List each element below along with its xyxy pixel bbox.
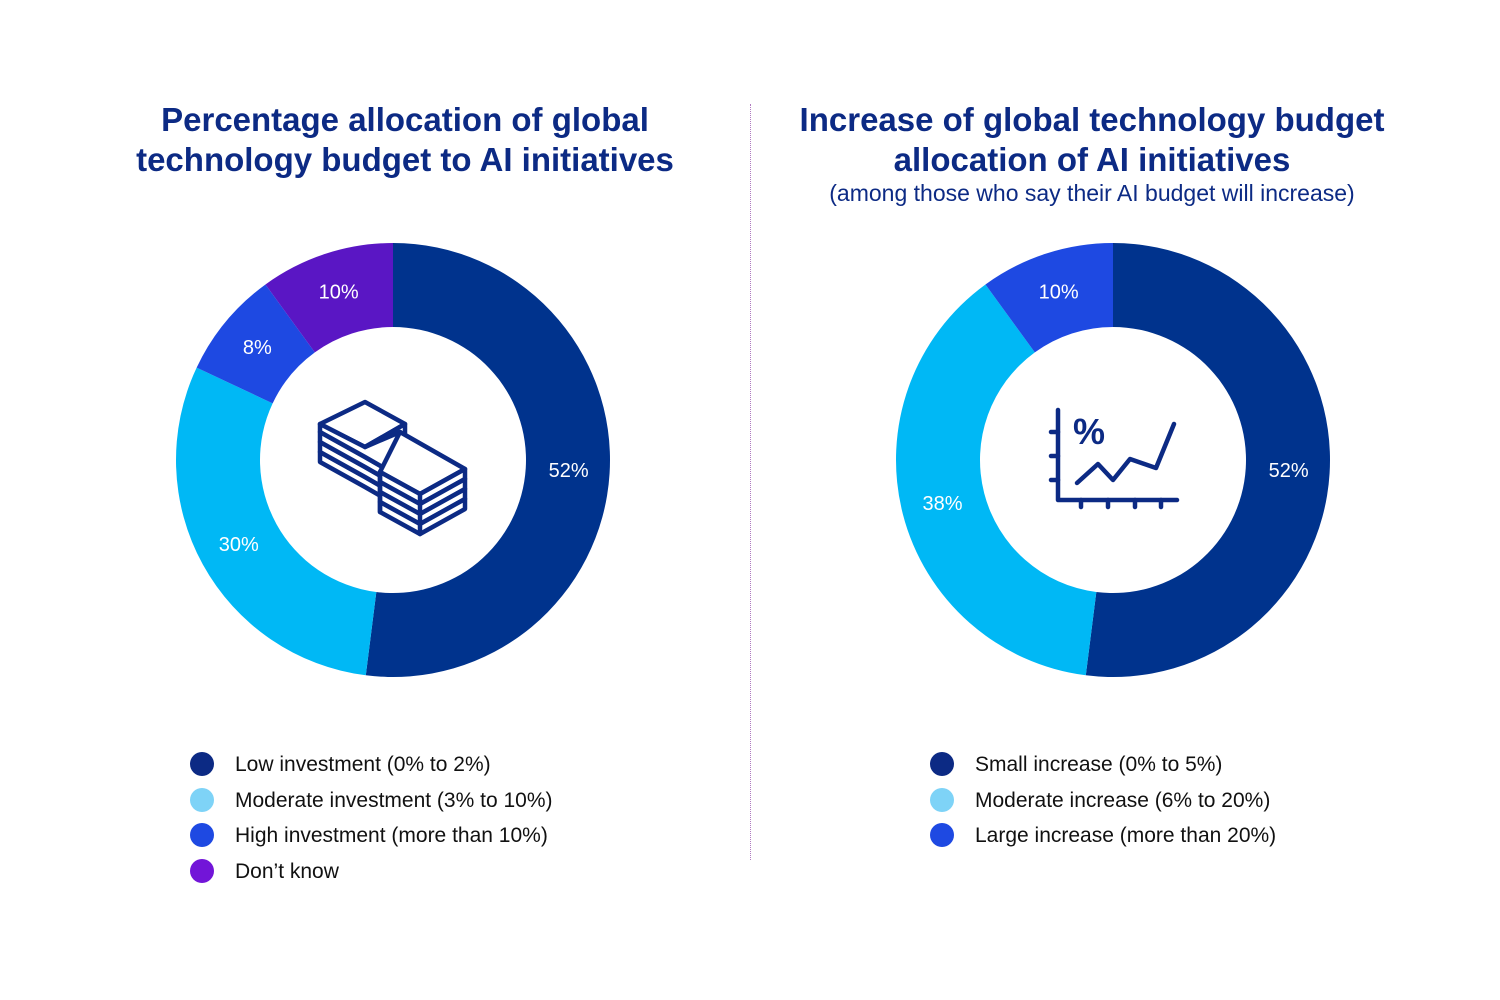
chart-1-title-line-2: technology budget to AI initiatives	[136, 141, 674, 178]
percentage-growth-chart-icon: %	[1048, 407, 1180, 510]
legend-label: Large increase (more than 20%)	[975, 824, 1277, 847]
legend-swatch	[190, 823, 214, 847]
legend-swatch	[930, 752, 954, 776]
legend-label: Don’t know	[235, 859, 339, 883]
donut-segment-label: 10%	[1039, 282, 1079, 304]
donut-segment	[1085, 243, 1330, 677]
legend-label: Low investment (0% to 2%)	[235, 753, 491, 776]
stack-of-cash-icon	[317, 399, 468, 537]
chart-2-donut: 52% 38% 10% %	[896, 243, 1330, 677]
donut-segment	[176, 367, 377, 676]
legend-swatch	[190, 858, 214, 883]
donut-segment-label: 30%	[219, 534, 259, 556]
chart-1-title: Percentage allocation of global technolo…	[80, 100, 730, 180]
donut-segment	[896, 284, 1097, 676]
legend-label: High investment (more than 10%)	[235, 824, 548, 847]
legend-label: Small increase (0% to 5%)	[975, 753, 1223, 776]
donut-segment-label: 52%	[1269, 460, 1309, 482]
legend-label: Moderate increase (6% to 20%)	[975, 788, 1271, 812]
legend-swatch	[190, 787, 214, 812]
donut-segment-label: 38%	[923, 493, 963, 515]
chart-divider	[750, 104, 751, 860]
donut-segment-label: 52%	[549, 460, 589, 482]
chart-2-subtitle: (among those who say their AI budget wil…	[829, 180, 1355, 206]
chart-1-title-line-1: Percentage allocation of global	[161, 101, 649, 138]
chart-2-title-line-1: Increase of global technology budget	[799, 101, 1385, 138]
chart-1-donut: 52% 30% 8% 10%	[176, 243, 610, 677]
donut-segment	[265, 243, 393, 353]
legend-swatch	[930, 787, 954, 812]
chart-2-title: Increase of global technology budget all…	[762, 100, 1422, 180]
legend-label: Moderate investment (3% to 10%)	[235, 788, 553, 812]
donut-segment	[985, 243, 1113, 353]
donut-segment	[365, 243, 610, 677]
chart-2-title-line-2: allocation of AI initiatives	[893, 141, 1291, 178]
legend-swatch	[190, 752, 214, 776]
donut-segment	[196, 284, 315, 404]
svg-text:%: %	[1073, 411, 1105, 452]
donut-segment-label: 10%	[319, 282, 359, 304]
donut-segment-label: 8%	[243, 337, 272, 359]
legend-swatch	[930, 823, 954, 847]
